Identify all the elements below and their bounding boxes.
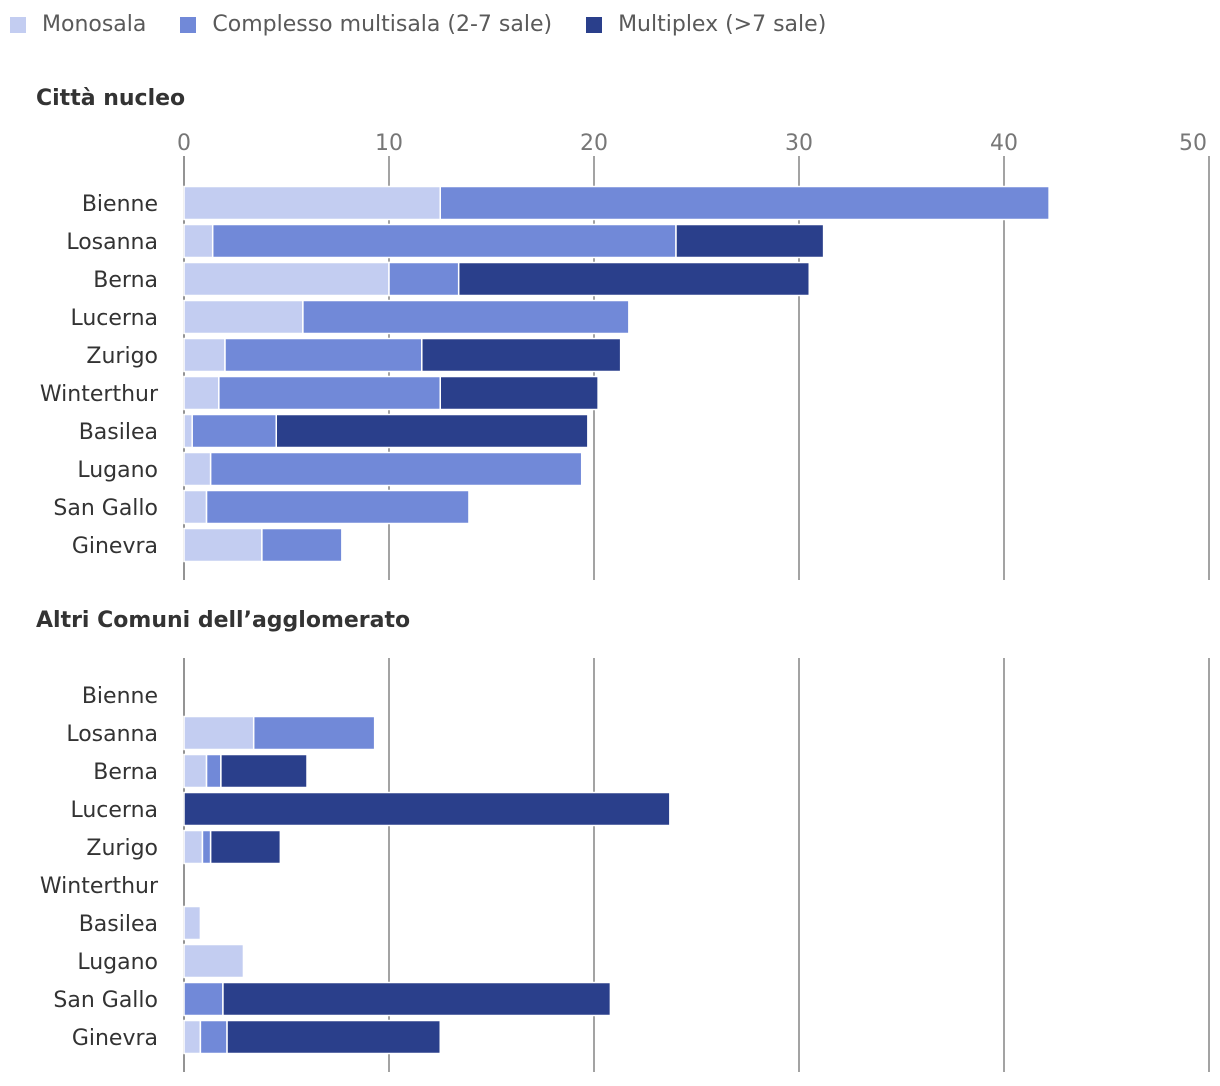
panel-2-bar-lugano-monosala: [183, 943, 245, 979]
panel-1-category-label-basilea: Basilea: [79, 420, 158, 445]
panel-1-bar-berna-multiplex-7-sale: [457, 261, 810, 297]
panel-1-category-label-san-gallo: San Gallo: [53, 496, 158, 521]
panel-1-category-label-winterthur: Winterthur: [40, 382, 159, 407]
panel-1-bar-ginevra-complesso-multisala-2-7-sale: [261, 527, 343, 563]
panel-1-bar-basilea-multiplex-7-sale: [275, 413, 589, 449]
panel-1-bar-bienne-complesso-multisala-2-7-sale: [439, 185, 1050, 221]
panel-1-tick-label-50: 50: [1179, 131, 1207, 156]
panel-1-bar-lugano-monosala: [183, 451, 212, 487]
legend-swatch-multisala: [180, 16, 197, 33]
panel-2-category-label-zurigo: Zurigo: [86, 836, 158, 861]
panel-1-bar-winterthur-complesso-multisala-2-7-sale: [218, 375, 441, 411]
panel-2-bar-zurigo-monosala: [183, 829, 204, 865]
legend-item-multiplex[interactable]: Multiplex (>7 sale): [586, 12, 826, 37]
panel-1-category-label-lucerna: Lucerna: [70, 306, 158, 331]
panel-1-bar-berna-complesso-multisala-2-7-sale: [388, 261, 460, 297]
panel-2-bar-ginevra-multiplex-7-sale: [226, 1019, 441, 1055]
panel-1-bar-winterthur-monosala: [183, 375, 220, 411]
panel-1-bar-losanna-multiplex-7-sale: [675, 223, 825, 259]
panel-2-category-label-losanna: Losanna: [66, 722, 158, 747]
panel-2-bar-berna-monosala: [183, 753, 208, 789]
panel-2-bar-basilea-monosala: [183, 905, 202, 941]
panel-1-category-label-lugano: Lugano: [77, 458, 158, 483]
panel-2-category-label-lugano: Lugano: [77, 950, 158, 975]
panel-2-category-label-berna: Berna: [93, 760, 158, 785]
panel-1-bar-bienne-monosala: [183, 185, 441, 221]
panel-1-tick-label-30: 30: [785, 131, 813, 156]
legend-label-multiplex: Multiplex (>7 sale): [618, 12, 827, 37]
panel-2-title: Altri Comuni dell’agglomerato: [36, 608, 410, 633]
legend-label-multisala: Complesso multisala (2-7 sale): [212, 12, 553, 37]
panel-1-bar-losanna-complesso-multisala-2-7-sale: [211, 223, 677, 259]
panel-2-category-label-san-gallo: San Gallo: [53, 988, 158, 1013]
panel-2-bar-losanna-complesso-multisala-2-7-sale: [252, 715, 376, 751]
panel-2-bar-berna-complesso-multisala-2-7-sale: [205, 753, 222, 789]
panel-1-bar-basilea-complesso-multisala-2-7-sale: [191, 413, 277, 449]
panel-1-bar-zurigo-multiplex-7-sale: [421, 337, 622, 373]
panel-1-category-label-bienne: Bienne: [82, 192, 158, 217]
panel-1-bar-basilea-monosala: [183, 413, 193, 449]
panel-1-category-label-losanna: Losanna: [66, 230, 158, 255]
legend: Monosala Complesso multisala (2-7 sale) …: [10, 12, 860, 37]
panel-1-category-label-berna: Berna: [93, 268, 158, 293]
panel-2-bar-san-gallo-complesso-multisala-2-7-sale: [183, 981, 224, 1017]
panel-2-bar-berna-multiplex-7-sale: [220, 753, 308, 789]
panel-1-category-label-zurigo: Zurigo: [86, 344, 158, 369]
panel-1-bar-zurigo-complesso-multisala-2-7-sale: [224, 337, 423, 373]
panel-2-bar-san-gallo-multiplex-7-sale: [222, 981, 612, 1017]
panel-2-category-label-lucerna: Lucerna: [70, 798, 158, 823]
panel-2-category-label-ginevra: Ginevra: [72, 1026, 158, 1051]
panel-1-category-label-ginevra: Ginevra: [72, 534, 158, 559]
panel-1-bar-san-gallo-monosala: [183, 489, 208, 525]
panel-1-bar-lucerna-monosala: [183, 299, 304, 335]
legend-swatch-monosala: [10, 16, 26, 33]
panel-1-bar-lugano-complesso-multisala-2-7-sale: [209, 451, 583, 487]
panel-1-bar-lucerna-complesso-multisala-2-7-sale: [302, 299, 630, 335]
panel-2-category-label-winterthur: Winterthur: [40, 874, 159, 899]
panel-2-bar-losanna-monosala: [183, 715, 255, 751]
panel-1-bar-winterthur-multiplex-7-sale: [439, 375, 599, 411]
panel-1-tick-label-10: 10: [375, 131, 403, 156]
legend-swatch-multiplex: [586, 16, 603, 33]
panel-2-category-label-basilea: Basilea: [79, 912, 158, 937]
legend-label-monosala: Monosala: [42, 12, 147, 37]
legend-item-monosala[interactable]: Monosala: [10, 12, 146, 37]
panel-2-bar-lucerna-multiplex-7-sale: [183, 791, 671, 827]
panel-1-bar-losanna-monosala: [183, 223, 214, 259]
panel-2-bar-ginevra-complesso-multisala-2-7-sale: [199, 1019, 228, 1055]
panel-1-bar-berna-monosala: [183, 261, 390, 297]
panel-2-bar-zurigo-multiplex-7-sale: [209, 829, 282, 865]
panel-2-category-label-bienne: Bienne: [82, 684, 158, 709]
panel-1-bar-zurigo-monosala: [183, 337, 226, 373]
panel-1-bar-ginevra-monosala: [183, 527, 263, 563]
panel-1-tick-label-40: 40: [990, 131, 1018, 156]
panel-2-bar-zurigo-complesso-multisala-2-7-sale: [201, 829, 212, 865]
legend-item-multisala[interactable]: Complesso multisala (2-7 sale): [180, 12, 552, 37]
panel-1-tick-label-0: 0: [177, 131, 191, 156]
panel-2-bar-ginevra-monosala: [183, 1019, 202, 1055]
panel-1-bar-san-gallo-complesso-multisala-2-7-sale: [205, 489, 470, 525]
panel-1-title: Città nucleo: [36, 86, 185, 111]
panel-1-tick-label-20: 20: [580, 131, 608, 156]
